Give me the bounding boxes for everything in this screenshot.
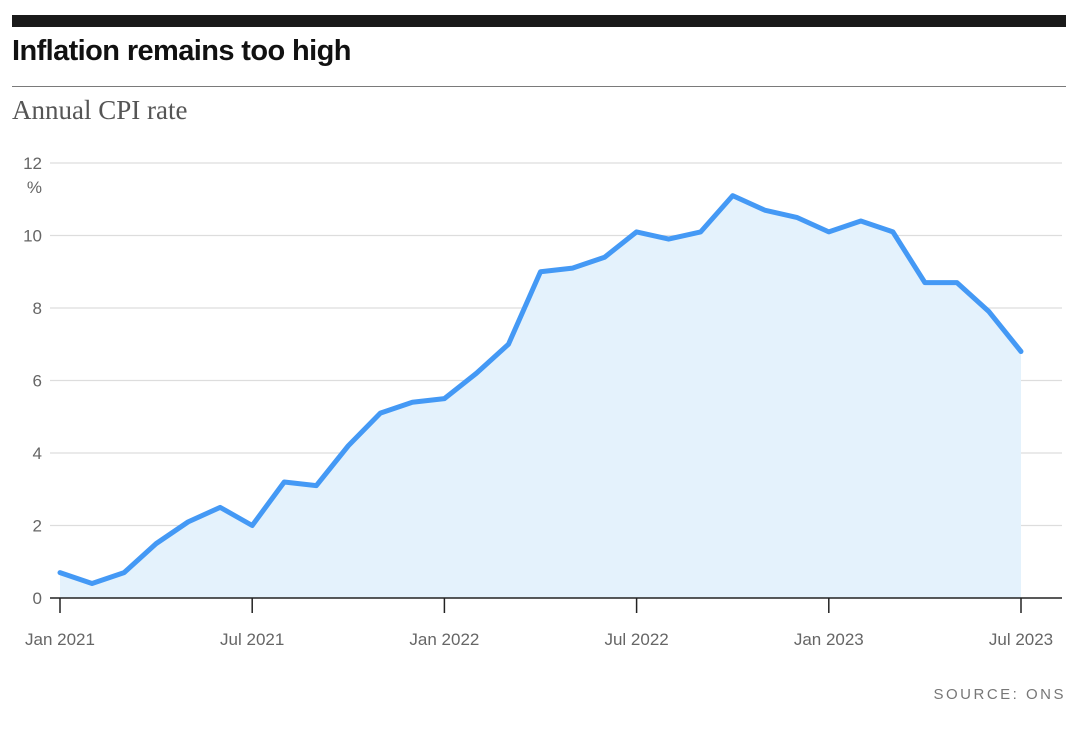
chart-title: Inflation remains too high [12,35,351,67]
x-axis-ticks: Jan 2021 Jul 2021 Jan 2022 Jul 2022 Jan 2023… [25,598,1053,649]
y-axis-labels: 0 2 4 6 8 10 12 [23,154,42,608]
y-tick-label-4: 4 [33,444,42,463]
x-tick-label: Jan 2021 [25,630,95,649]
cpi-series-line [57,193,1024,586]
y-tick-label-10: 10 [23,227,42,246]
y-tick-label-8: 8 [33,299,42,318]
source-note: SOURCE: ONS [933,686,1066,703]
x-tick-label: Jul 2023 [989,630,1053,649]
y-tick-label-0: 0 [33,589,42,608]
y-tick-label-2: 2 [33,517,42,536]
y-axis-unit-label: % [27,178,42,197]
cpi-line-chart: Jan 2021 Jul 2021 Jan 2022 Jul 2022 Jan 2023… [23,154,1062,649]
cpi-area-fill [60,195,1021,598]
y-tick-label-6: 6 [33,372,42,391]
x-tick-label: Jul 2021 [220,630,284,649]
y-tick-label-12: 12 [23,154,42,173]
x-tick-label: Jan 2022 [409,630,479,649]
x-tick-label: Jan 2023 [794,630,864,649]
chart-subtitle: Annual CPI rate [12,95,188,125]
title-divider [12,86,1066,87]
top-rule [12,15,1066,27]
x-tick-label: Jul 2022 [604,630,668,649]
